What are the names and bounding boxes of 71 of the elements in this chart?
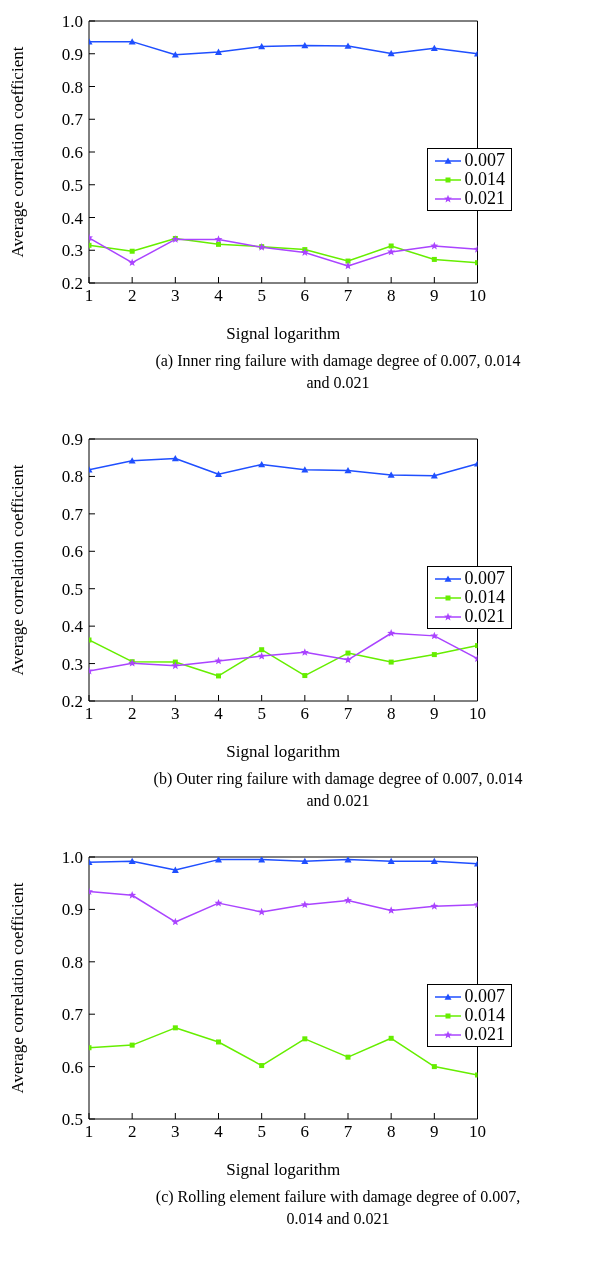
x-tick-label: 10 bbox=[469, 286, 486, 306]
legend-label: 0.014 bbox=[464, 587, 505, 607]
y-axis-title: Average correlation coefficient bbox=[8, 882, 28, 1094]
y-tick-label: 0.9 bbox=[61, 430, 83, 450]
x-tick-label: 9 bbox=[430, 704, 439, 724]
legend-label: 0.014 bbox=[464, 1005, 505, 1025]
legend-label: 0.007 bbox=[464, 986, 505, 1006]
x-tick-label: 3 bbox=[171, 286, 180, 306]
x-tick-label: 8 bbox=[386, 1122, 396, 1142]
x-tick-label: 2 bbox=[127, 286, 137, 306]
x-tick-label: 4 bbox=[214, 286, 224, 306]
x-tick-label: 7 bbox=[343, 704, 353, 724]
y-tick-label: 1.0 bbox=[61, 848, 83, 868]
x-tick-label: 9 bbox=[430, 1122, 439, 1142]
y-tick-label: 0.5 bbox=[61, 1110, 83, 1130]
y-tick-label: 0.7 bbox=[61, 504, 84, 524]
x-tick-label: 2 bbox=[127, 704, 137, 724]
y-tick-label: 0.4 bbox=[61, 208, 84, 228]
x-tick-label: 1 bbox=[84, 704, 94, 724]
y-tick-label: 0.6 bbox=[61, 542, 83, 562]
y-tick-label: 0.3 bbox=[61, 241, 83, 261]
legend-label: 0.021 bbox=[464, 1024, 505, 1044]
y-tick-label: 0.3 bbox=[61, 654, 83, 674]
text: (a) Inner ring failure with damage degree of 0.007, 0.014 and 0.021 bbox=[154, 351, 522, 393]
x-tick-label: 2 bbox=[127, 1122, 137, 1142]
y-tick-label: 0.7 bbox=[61, 110, 84, 130]
x-tick-label: 7 bbox=[343, 1122, 353, 1142]
x-axis-title: Signal logarithm bbox=[226, 742, 341, 761]
x-tick-label: 9 bbox=[430, 286, 439, 306]
y-tick-label: 0.5 bbox=[61, 175, 83, 195]
legend-label: 0.021 bbox=[464, 606, 505, 626]
y-tick-label: 0.7 bbox=[61, 1005, 84, 1025]
x-tick-label: 3 bbox=[171, 704, 180, 724]
x-axis-title: Signal logarithm bbox=[226, 324, 341, 343]
x-tick-label: 3 bbox=[171, 1122, 180, 1142]
y-tick-label: 0.5 bbox=[61, 579, 83, 599]
x-tick-label: 8 bbox=[386, 704, 396, 724]
text: (b) Outer ring failure with damage degree of 0.007, 0.014 and 0.021 bbox=[152, 769, 524, 811]
y-axis-title: Average correlation coefficient bbox=[8, 464, 28, 676]
x-tick-label: 6 bbox=[300, 704, 310, 724]
x-tick-label: 1 bbox=[84, 1122, 94, 1142]
y-tick-label: 0.2 bbox=[61, 274, 83, 294]
y-tick-label: 0.8 bbox=[61, 467, 83, 487]
x-tick-label: 7 bbox=[343, 286, 353, 306]
x-tick-label: 5 bbox=[257, 286, 266, 306]
y-axis-title: Average correlation coefficient bbox=[8, 46, 28, 258]
x-axis-title: Signal logarithm bbox=[226, 1160, 341, 1179]
y-tick-label: 0.4 bbox=[61, 617, 84, 637]
x-tick-label: 10 bbox=[469, 704, 486, 724]
legend-label: 0.007 bbox=[464, 568, 505, 588]
legend-label: 0.021 bbox=[464, 188, 505, 208]
legend-label: 0.007 bbox=[464, 150, 505, 170]
legend-label: 0.014 bbox=[464, 169, 505, 189]
text: (c) Rolling element failure with damage degree of 0.007, 0.014 and 0.021 bbox=[154, 1187, 522, 1229]
y-tick-label: 0.2 bbox=[61, 692, 83, 712]
y-tick-label: 1.0 bbox=[61, 12, 83, 32]
x-tick-label: 6 bbox=[300, 1122, 310, 1142]
y-tick-label: 0.9 bbox=[61, 900, 83, 920]
y-tick-label: 0.9 bbox=[61, 44, 83, 64]
y-tick-label: 0.8 bbox=[61, 77, 83, 97]
x-tick-label: 8 bbox=[386, 286, 396, 306]
x-tick-label: 5 bbox=[257, 1122, 266, 1142]
x-tick-label: 5 bbox=[257, 704, 266, 724]
x-tick-label: 6 bbox=[300, 286, 310, 306]
y-tick-label: 0.8 bbox=[61, 952, 83, 972]
x-tick-label: 4 bbox=[214, 704, 224, 724]
x-tick-label: 4 bbox=[214, 1122, 224, 1142]
y-tick-label: 0.6 bbox=[61, 143, 83, 163]
x-tick-label: 10 bbox=[469, 1122, 486, 1142]
y-tick-label: 0.6 bbox=[61, 1057, 83, 1077]
x-tick-label: 1 bbox=[84, 286, 94, 306]
